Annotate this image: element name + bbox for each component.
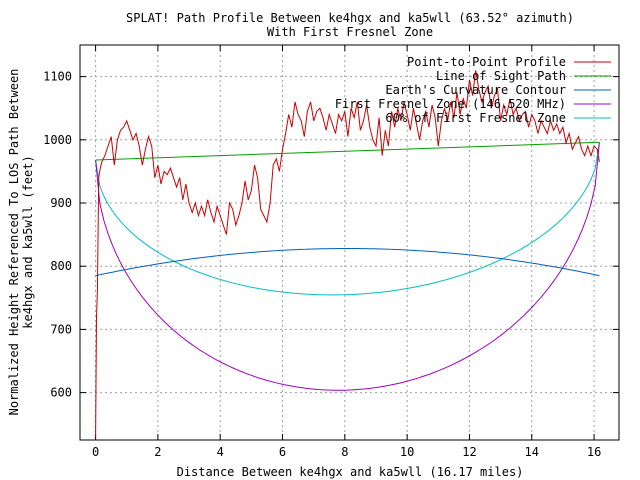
legend-label: First Fresnel Zone (146.520 MHz) [335,97,566,111]
series-line-0 [95,70,600,437]
x-tick-label: 12 [462,445,476,459]
x-axis: 0 2 4 6 8 10 12 14 16 [92,45,601,459]
x-tick-label: 2 [154,445,161,459]
chart-subtitle: With First Fresnel Zone [267,25,433,39]
y-tick-label: 700 [50,322,72,336]
x-tick-label: 16 [587,445,601,459]
legend-label: Earth's Curvature Contour [385,83,566,97]
plot-series [95,70,600,437]
x-tick-label: 0 [92,445,99,459]
x-tick-label: 14 [525,445,539,459]
chart-title: SPLAT! Path Profile Between ke4hgx and k… [126,11,574,25]
y-axis-label-line2: ke4hgx and ka5wll (feet) [21,155,35,328]
series-line-4 [95,142,600,296]
y-tick-label: 900 [50,196,72,210]
x-tick-label: 8 [341,445,348,459]
legend-label: Point-to-Point Profile [407,55,566,69]
x-tick-label: 10 [400,445,414,459]
x-axis-label: Distance Between ke4hgx and ka5wll (16.1… [177,465,524,479]
y-axis-label-line1: Normalized Height Referenced To LOS Path… [7,69,21,416]
y-tick-label: 600 [50,386,72,400]
plot-frame [79,44,620,441]
y-tick-label: 1100 [43,70,72,84]
series-line-3 [95,142,600,391]
series-line-1 [95,141,600,161]
grid [80,45,619,440]
x-tick-label: 6 [279,445,286,459]
legend-label: Line of Sight Path [436,69,566,83]
legend-label: 60% of First Fresnel Zone [385,111,566,125]
y-tick-label: 800 [50,259,72,273]
x-tick-label: 4 [217,445,224,459]
series-line-2 [95,248,600,277]
y-axis: 600 700 800 900 1000 1100 [43,70,619,400]
y-tick-label: 1000 [43,133,72,147]
